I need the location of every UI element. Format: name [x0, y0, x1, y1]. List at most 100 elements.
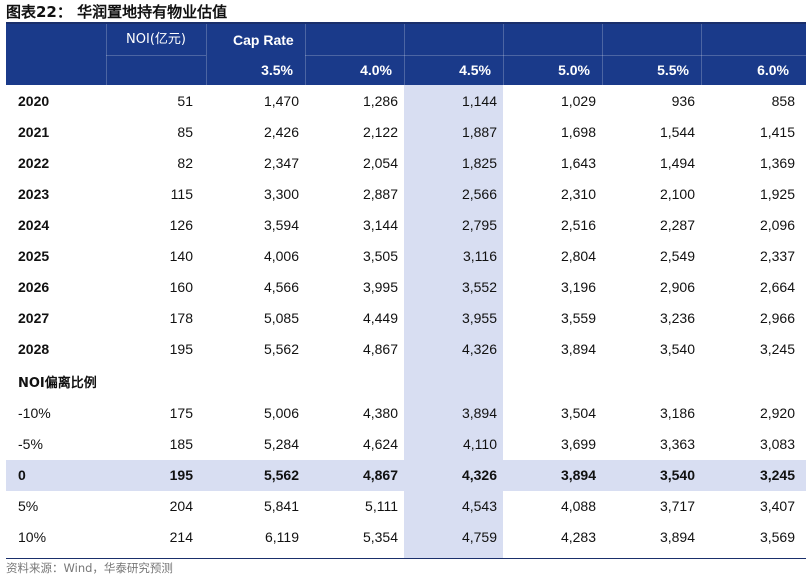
row-label: 2024	[18, 217, 50, 233]
valuation-cell: 2,054	[362, 155, 398, 171]
row-label: 2021	[18, 124, 50, 140]
section-label: NOI偏离比例	[18, 376, 97, 391]
valuation-cell: 3,540	[659, 467, 695, 483]
valuation-cell: 4,326	[461, 341, 497, 357]
valuation-cell: 4,380	[362, 405, 398, 421]
table-row: 2028 195 5,562 4,867 4,326 3,894 3,540 3,245	[6, 334, 806, 365]
rate-header: 4.5%	[459, 62, 491, 78]
valuation-cell: 1,887	[461, 124, 497, 140]
valuation-cell: 3,894	[560, 467, 596, 483]
valuation-cell: 5,841	[263, 498, 299, 514]
title-rule	[6, 22, 806, 24]
valuation-cell: 3,245	[759, 341, 795, 357]
valuation-cell: 3,559	[560, 310, 596, 326]
noi-value: 195	[169, 467, 193, 483]
rate-header: 3.5%	[261, 62, 293, 78]
rate-header: 5.5%	[657, 62, 689, 78]
bottom-rule	[6, 558, 806, 559]
valuation-cell: 858	[771, 93, 795, 109]
noi-value: 175	[169, 405, 193, 421]
valuation-cell: 4,088	[560, 498, 596, 514]
valuation-cell: 3,569	[759, 529, 795, 545]
valuation-cell: 3,083	[759, 436, 795, 452]
valuation-cell: 4,566	[263, 279, 299, 295]
valuation-cell: 3,540	[659, 341, 695, 357]
row-label: 2023	[18, 186, 50, 202]
valuation-cell: 2,287	[659, 217, 695, 233]
valuation-cell: 2,096	[759, 217, 795, 233]
valuation-cell: 4,759	[461, 529, 497, 545]
noi-value: 82	[177, 155, 193, 171]
noi-value: 204	[169, 498, 193, 514]
valuation-cell: 2,100	[659, 186, 695, 202]
table-row: 2020 51 1,470 1,286 1,144 1,029 936 858	[6, 86, 806, 117]
header-divider	[602, 24, 603, 85]
valuation-cell: 4,543	[461, 498, 497, 514]
valuation-cell: 1,029	[560, 93, 596, 109]
noi-value: 214	[169, 529, 193, 545]
source-note: 资料来源：Wind，华泰研究预测	[6, 561, 173, 575]
rate-header: 6.0%	[757, 62, 789, 78]
valuation-cell: 5,284	[263, 436, 299, 452]
valuation-cell: 2,337	[759, 248, 795, 264]
valuation-cell: 3,186	[659, 405, 695, 421]
valuation-cell: 1,925	[759, 186, 795, 202]
table-row: 2021 85 2,426 2,122 1,887 1,698 1,544 1,415	[6, 117, 806, 148]
valuation-cell: 1,415	[759, 124, 795, 140]
valuation-cell: 3,955	[461, 310, 497, 326]
row-label: 5%	[18, 498, 39, 514]
noi-value: 51	[177, 93, 193, 109]
valuation-cell: 2,122	[362, 124, 398, 140]
header-divider	[701, 24, 702, 85]
valuation-cell: 3,995	[362, 279, 398, 295]
valuation-cell: 5,111	[365, 498, 398, 514]
valuation-cell: 5,006	[263, 405, 299, 421]
table-row: 10% 214 6,119 5,354 4,759 4,283 3,894 3,569	[6, 522, 806, 553]
valuation-cell: 1,643	[560, 155, 596, 171]
valuation-cell: 3,505	[362, 248, 398, 264]
row-label: -10%	[18, 405, 51, 421]
valuation-cell: 2,347	[263, 155, 299, 171]
row-label: 2027	[18, 310, 50, 326]
row-label: -5%	[18, 436, 43, 452]
valuation-cell: 2,664	[759, 279, 795, 295]
row-label: 0	[18, 467, 26, 483]
noi-value: 140	[169, 248, 193, 264]
header-divider	[503, 24, 504, 85]
valuation-cell: 2,920	[759, 405, 795, 421]
header-divider	[404, 24, 405, 85]
valuation-cell: 2,549	[659, 248, 695, 264]
valuation-cell: 4,867	[362, 341, 398, 357]
valuation-cell: 4,867	[362, 467, 398, 483]
row-label: 10%	[18, 529, 47, 545]
valuation-cell: 2,887	[362, 186, 398, 202]
valuation-cell: 3,894	[659, 529, 695, 545]
noi-value: 160	[169, 279, 193, 295]
header-divider	[106, 24, 107, 85]
noi-value: 195	[169, 341, 193, 357]
valuation-cell: 3,552	[461, 279, 497, 295]
table-row: 5% 204 5,841 5,111 4,543 4,088 3,717 3,407	[6, 491, 806, 522]
valuation-cell: 3,144	[362, 217, 398, 233]
table-row: 2024 126 3,594 3,144 2,795 2,516 2,287 2,096	[6, 210, 806, 241]
valuation-cell: 4,624	[362, 436, 398, 452]
valuation-cell: 2,966	[759, 310, 795, 326]
row-label: 2022	[18, 155, 50, 171]
valuation-cell: 4,326	[461, 467, 497, 483]
table-row: 2022 82 2,347 2,054 1,825 1,643 1,494 1,369	[6, 148, 806, 179]
valuation-cell: 2,566	[461, 186, 497, 202]
valuation-cell: 1,544	[659, 124, 695, 140]
valuation-cell: 3,699	[560, 436, 596, 452]
cap-rate-header: Cap Rate	[233, 32, 294, 48]
row-label: 2028	[18, 341, 50, 357]
valuation-cell: 2,310	[560, 186, 596, 202]
table-row: 2023 115 3,300 2,887 2,566 2,310 2,100 1,925	[6, 179, 806, 210]
valuation-cell: 3,236	[659, 310, 695, 326]
valuation-cell: 1,144	[461, 93, 497, 109]
valuation-cell: 2,804	[560, 248, 596, 264]
valuation-cell: 2,906	[659, 279, 695, 295]
noi-value: 85	[177, 124, 193, 140]
header-rule	[305, 55, 806, 56]
header-rule	[106, 55, 206, 56]
valuation-cell: 5,085	[263, 310, 299, 326]
